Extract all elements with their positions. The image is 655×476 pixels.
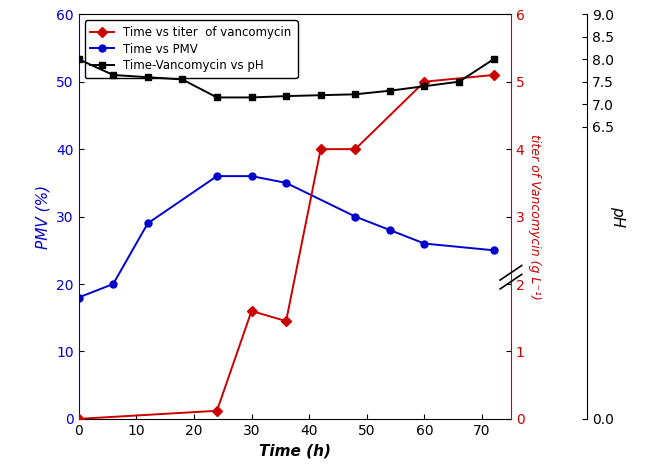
Y-axis label: titer of Vancomycin (g L⁻¹): titer of Vancomycin (g L⁻¹) <box>529 134 541 299</box>
Y-axis label: pH: pH <box>610 206 626 227</box>
Y-axis label: PMV (%): PMV (%) <box>35 185 50 248</box>
X-axis label: Time (h): Time (h) <box>259 443 331 458</box>
Legend: Time vs titer  of vancomycin, Time vs PMV, Time-Vancomycin vs pH: Time vs titer of vancomycin, Time vs PMV… <box>84 20 297 78</box>
